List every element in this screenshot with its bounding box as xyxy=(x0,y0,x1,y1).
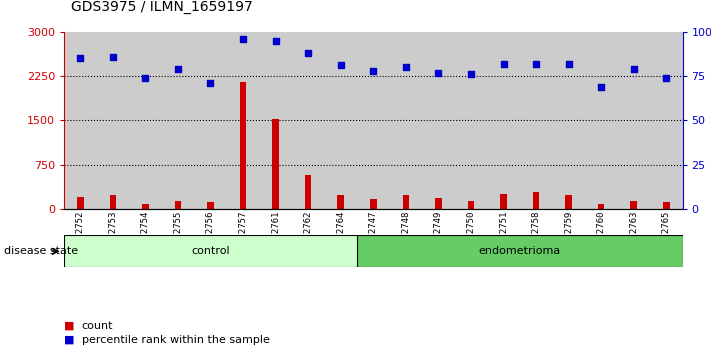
Bar xyxy=(617,32,650,209)
Point xyxy=(139,75,151,81)
Bar xyxy=(240,82,246,209)
Point xyxy=(400,64,412,70)
Bar xyxy=(650,32,683,209)
Point xyxy=(433,70,444,75)
Bar xyxy=(390,32,422,209)
Bar xyxy=(663,202,670,209)
Bar xyxy=(194,32,227,209)
Point xyxy=(107,54,119,59)
Bar xyxy=(260,32,292,209)
Bar xyxy=(227,32,260,209)
Point xyxy=(302,50,314,56)
Bar xyxy=(454,32,487,209)
Bar xyxy=(552,32,585,209)
Point xyxy=(335,63,346,68)
Bar xyxy=(357,32,390,209)
Bar xyxy=(175,201,181,209)
Bar xyxy=(468,201,474,209)
Bar xyxy=(142,204,149,209)
Point xyxy=(596,84,607,90)
Text: percentile rank within the sample: percentile rank within the sample xyxy=(82,335,269,345)
Point xyxy=(368,68,379,74)
Bar xyxy=(77,197,83,209)
Bar xyxy=(402,195,409,209)
Bar xyxy=(631,201,637,209)
Bar xyxy=(370,199,377,209)
Point xyxy=(530,61,542,67)
Text: ■: ■ xyxy=(64,321,75,331)
Bar xyxy=(305,175,311,209)
Point xyxy=(172,66,183,72)
Text: control: control xyxy=(191,246,230,256)
Bar xyxy=(533,192,540,209)
Bar xyxy=(520,32,552,209)
Bar xyxy=(109,195,116,209)
Bar xyxy=(585,32,617,209)
Bar xyxy=(161,32,194,209)
Bar xyxy=(487,32,520,209)
Bar xyxy=(64,32,97,209)
Bar xyxy=(501,194,507,209)
Point xyxy=(628,66,639,72)
Bar xyxy=(207,202,214,209)
Text: ■: ■ xyxy=(64,335,75,345)
Bar xyxy=(97,32,129,209)
Bar xyxy=(338,195,344,209)
Bar xyxy=(598,205,604,209)
Bar xyxy=(324,32,357,209)
Point xyxy=(270,38,282,44)
Bar xyxy=(435,198,442,209)
Bar xyxy=(292,32,324,209)
Point xyxy=(661,75,672,81)
Point xyxy=(205,80,216,86)
Bar xyxy=(565,195,572,209)
Text: disease state: disease state xyxy=(4,246,77,256)
Point xyxy=(563,61,574,67)
Text: endometrioma: endometrioma xyxy=(479,246,561,256)
Text: GDS3975 / ILMN_1659197: GDS3975 / ILMN_1659197 xyxy=(71,0,253,14)
Bar xyxy=(272,119,279,209)
Bar xyxy=(129,32,161,209)
Point xyxy=(498,61,509,67)
Point xyxy=(237,36,249,42)
Text: count: count xyxy=(82,321,113,331)
Point xyxy=(75,56,86,61)
Point xyxy=(465,72,476,77)
Bar xyxy=(422,32,454,209)
